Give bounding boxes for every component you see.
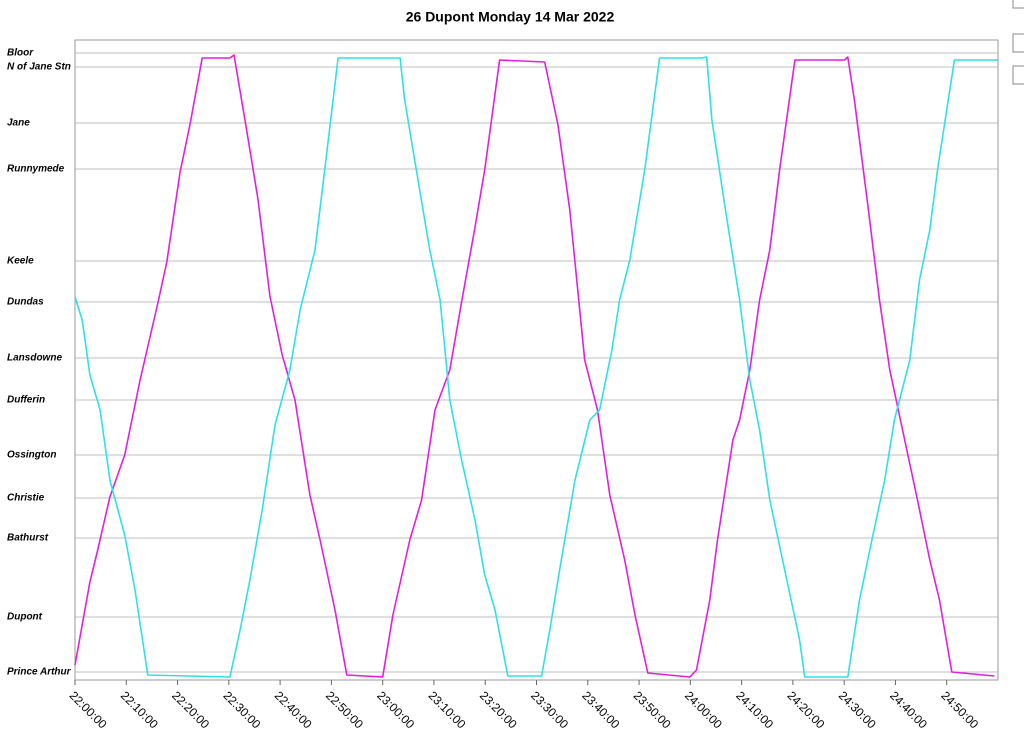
toolbar-button[interactable] xyxy=(1012,33,1024,53)
y-tick-label: Bathurst xyxy=(7,533,49,544)
y-tick-label: Bloor xyxy=(7,48,34,59)
y-tick-label: Lansdowne xyxy=(7,353,62,364)
toolbar-button[interactable] xyxy=(1012,65,1024,85)
x-tick-label: 23:00:00 xyxy=(374,688,417,731)
y-tick-label: Prince Arthur xyxy=(7,667,72,678)
series-line xyxy=(74,54,995,678)
x-tick-label: 23:10:00 xyxy=(426,688,469,731)
toolbar-button[interactable] xyxy=(1012,0,1024,9)
x-tick-label: 23:30:00 xyxy=(528,688,571,731)
chart-title: 26 Dupont Monday 14 Mar 2022 xyxy=(406,9,615,25)
x-tick-label: 24:50:00 xyxy=(938,688,981,731)
x-tick-label: 22:20:00 xyxy=(169,688,212,731)
x-tick-label: 22:40:00 xyxy=(272,688,315,731)
x-tick-label: 24:20:00 xyxy=(785,688,828,731)
y-tick-label: Christie xyxy=(7,493,45,504)
y-tick-label: Keele xyxy=(7,256,34,267)
y-tick-label: Dufferin xyxy=(7,395,45,406)
x-tick-label: 24:30:00 xyxy=(836,688,879,731)
y-tick-label: Runnymede xyxy=(7,164,65,175)
y-tick-label: Dundas xyxy=(7,297,44,308)
x-tick-label: 22:50:00 xyxy=(323,688,366,731)
x-tick-label: 24:10:00 xyxy=(733,688,776,731)
x-tick-label: 24:40:00 xyxy=(887,688,930,731)
y-tick-label: Dupont xyxy=(7,612,43,623)
x-tick-label: 22:10:00 xyxy=(118,688,161,731)
x-tick-label: 23:50:00 xyxy=(631,688,674,731)
x-tick-label: 24:00:00 xyxy=(682,688,725,731)
y-tick-label: Jane xyxy=(7,118,30,129)
y-tick-label: N of Jane Stn xyxy=(7,62,71,73)
x-tick-label: 23:40:00 xyxy=(579,688,622,731)
toolbar xyxy=(1012,0,1024,85)
x-tick-label: 22:00:00 xyxy=(67,688,110,731)
series-line xyxy=(74,56,998,678)
x-tick-label: 23:20:00 xyxy=(477,688,520,731)
y-tick-label: Ossington xyxy=(7,450,56,461)
x-tick-label: 22:30:00 xyxy=(220,688,263,731)
